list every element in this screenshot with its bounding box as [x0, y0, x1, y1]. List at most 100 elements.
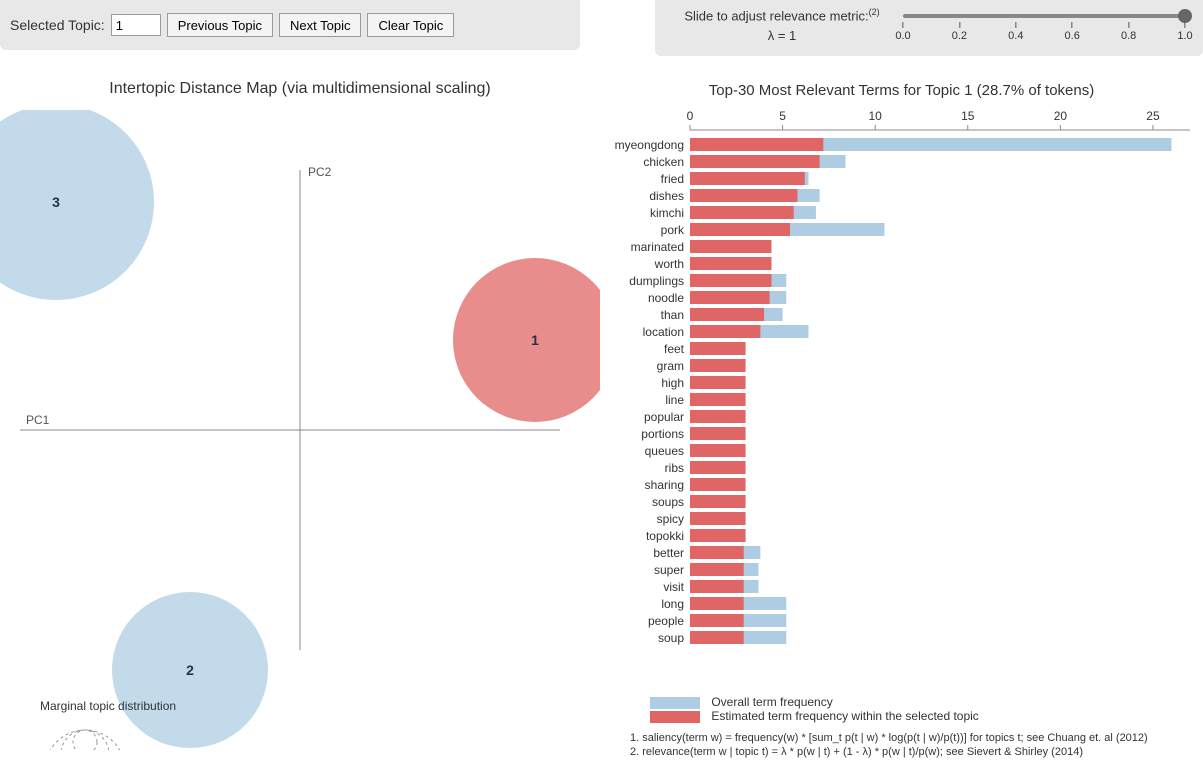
clear-topic-button[interactable]: Clear Topic [367, 13, 454, 37]
bar-term-label: long [661, 597, 684, 611]
bar-term-label: dumplings [629, 274, 684, 288]
bar-topic[interactable] [690, 529, 746, 542]
topic-control-bar: Selected Topic: Previous Topic Next Topi… [0, 0, 580, 50]
bar-topic[interactable] [690, 172, 805, 185]
bar-topic[interactable] [690, 240, 771, 253]
legend-topic-label: Estimated term frequency within the sele… [711, 709, 978, 723]
bar-topic[interactable] [690, 427, 746, 440]
bar-term-label: queues [645, 444, 684, 458]
bars-x-tick-label: 10 [869, 109, 883, 123]
bar-term-label: noodle [648, 291, 684, 305]
slider-tick: 1.0 [1177, 22, 1192, 42]
bar-term-label: pork [661, 223, 685, 237]
intertopic-map-svg: PC1PC2123Marginal topic distribution2%5%… [0, 110, 600, 750]
slider-ticks: 0.00.20.40.60.81.0 [903, 22, 1185, 44]
bar-topic[interactable] [690, 325, 760, 338]
bar-term-label: feet [664, 342, 685, 356]
bar-term-label: people [648, 614, 684, 628]
bar-topic[interactable] [690, 478, 746, 491]
slider-tick: 0.4 [1008, 22, 1023, 42]
bar-topic[interactable] [690, 308, 764, 321]
bar-term-label: portions [641, 427, 684, 441]
footnotes: 1. saliency(term w) = frequency(w) * [su… [630, 732, 1148, 760]
bar-topic[interactable] [690, 444, 746, 457]
bar-topic[interactable] [690, 580, 744, 593]
slider-heading-sup: (2) [869, 7, 880, 17]
slider-track[interactable] [903, 14, 1185, 18]
bar-topic[interactable] [690, 614, 744, 627]
pc2-label: PC2 [308, 165, 332, 179]
bar-term-label: myeongdong [615, 138, 684, 152]
legend-swatch-overall [650, 697, 700, 709]
topic-circle-1[interactable] [453, 258, 600, 422]
bar-term-label: ribs [665, 461, 684, 475]
bar-topic[interactable] [690, 495, 746, 508]
selected-topic-label: Selected Topic: [10, 17, 105, 33]
bar-topic[interactable] [690, 597, 744, 610]
topic-circle-label-1: 1 [531, 332, 539, 348]
bar-topic[interactable] [690, 189, 797, 202]
selected-topic-input[interactable] [111, 14, 161, 36]
term-bars-svg: 0510152025myeongdongchickenfrieddisheski… [600, 105, 1203, 665]
bars-x-tick-label: 20 [1054, 109, 1068, 123]
bar-topic[interactable] [690, 138, 823, 151]
bar-topic[interactable] [690, 376, 746, 389]
bar-topic[interactable] [690, 461, 746, 474]
bar-term-label: fried [661, 172, 684, 186]
next-topic-button[interactable]: Next Topic [279, 13, 361, 37]
bar-topic[interactable] [690, 546, 744, 559]
slider-heading-text: Slide to adjust relevance metric: [684, 8, 868, 23]
bar-term-label: popular [644, 410, 684, 424]
bar-term-label: worth [654, 257, 684, 271]
bar-topic[interactable] [690, 223, 790, 236]
legend-overall-label: Overall term frequency [711, 695, 832, 709]
bar-topic[interactable] [690, 410, 746, 423]
slider-heading: Slide to adjust relevance metric:(2) λ =… [667, 6, 897, 45]
bar-topic[interactable] [690, 631, 744, 644]
bar-topic[interactable] [690, 393, 746, 406]
map-title: Intertopic Distance Map (via multidimens… [0, 80, 600, 98]
topic-circle-label-2: 2 [186, 662, 194, 678]
bar-term-label: soups [652, 495, 684, 509]
bar-topic[interactable] [690, 291, 770, 304]
bar-topic[interactable] [690, 342, 746, 355]
bar-topic[interactable] [690, 512, 746, 525]
pc1-label: PC1 [26, 413, 50, 427]
bar-topic[interactable] [690, 274, 771, 287]
topic-circle-3[interactable] [0, 110, 154, 300]
bar-term-label: super [654, 563, 684, 577]
bars-x-tick-label: 0 [687, 109, 694, 123]
bar-term-label: dishes [649, 189, 684, 203]
term-bars-panel: Top-30 Most Relevant Terms for Topic 1 (… [600, 60, 1203, 759]
previous-topic-button[interactable]: Previous Topic [167, 13, 273, 37]
bar-term-label: spicy [657, 512, 684, 526]
lambda-value-label: λ = 1 [768, 28, 797, 43]
bar-topic[interactable] [690, 206, 794, 219]
marginal-title: Marginal topic distribution [40, 699, 176, 713]
marginal-circle [61, 730, 109, 750]
bar-term-label: visit [663, 580, 684, 594]
bar-term-label: location [643, 325, 684, 339]
bar-term-label: line [665, 393, 684, 407]
footnote-2: 2. relevance(term w | topic t) = λ * p(w… [630, 746, 1148, 760]
topic-circle-label-3: 3 [52, 194, 60, 210]
footnote-1: 1. saliency(term w) = frequency(w) * [su… [630, 732, 1148, 746]
bar-topic[interactable] [690, 155, 820, 168]
intertopic-map-panel: Intertopic Distance Map (via multidimens… [0, 60, 600, 759]
bar-topic[interactable] [690, 563, 744, 576]
bar-topic[interactable] [690, 257, 771, 270]
lambda-slider[interactable]: 0.00.20.40.60.81.0 [897, 6, 1191, 44]
bar-term-label: kimchi [650, 206, 684, 220]
bars-x-tick-label: 25 [1146, 109, 1160, 123]
marginal-circle [45, 730, 125, 750]
legend-topic: Estimated term frequency within the sele… [650, 709, 979, 723]
slider-thumb[interactable] [1178, 9, 1192, 23]
marginal-circle [73, 730, 97, 750]
bar-term-label: sharing [645, 478, 684, 492]
bar-term-label: high [661, 376, 684, 390]
bar-topic[interactable] [690, 359, 746, 372]
bar-term-label: better [653, 546, 684, 560]
relevance-slider-bar: Slide to adjust relevance metric:(2) λ =… [655, 0, 1203, 56]
bar-term-label: chicken [643, 155, 684, 169]
bars-title: Top-30 Most Relevant Terms for Topic 1 (… [600, 82, 1203, 99]
